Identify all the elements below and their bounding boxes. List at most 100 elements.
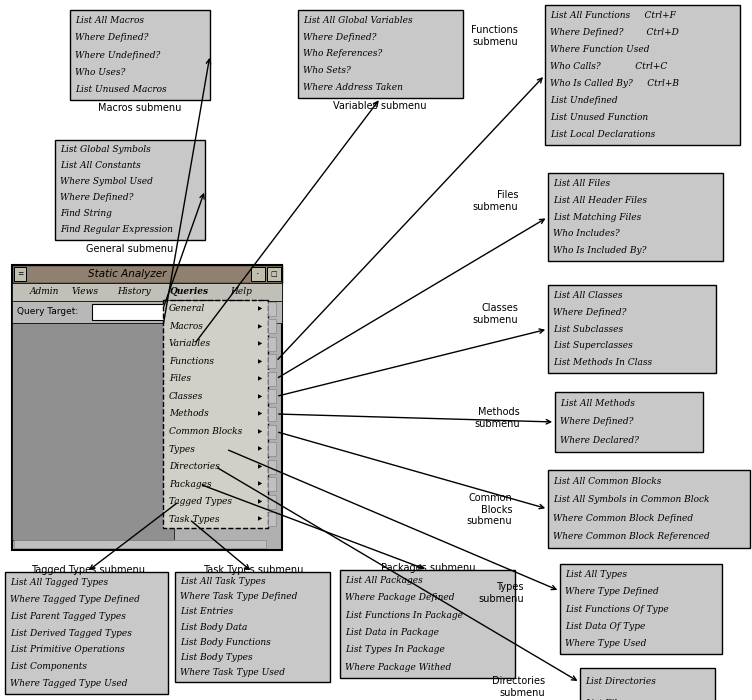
Bar bbox=[268, 389, 276, 403]
Text: Where Tagged Type Defined: Where Tagged Type Defined bbox=[10, 595, 140, 604]
Text: List Parent Tagged Types: List Parent Tagged Types bbox=[10, 612, 126, 621]
Bar bbox=[12, 265, 282, 283]
Bar bbox=[92, 304, 222, 320]
Bar bbox=[268, 354, 276, 368]
Bar bbox=[340, 570, 515, 678]
Text: Variables submenu: Variables submenu bbox=[333, 101, 426, 111]
Text: List All Task Types: List All Task Types bbox=[180, 577, 265, 586]
Bar bbox=[548, 470, 750, 548]
Text: List Entries: List Entries bbox=[180, 608, 233, 617]
Text: ▶: ▶ bbox=[258, 377, 262, 382]
Text: Where Defined?: Where Defined? bbox=[75, 34, 148, 42]
Bar bbox=[12, 265, 282, 550]
Text: List Superclasses: List Superclasses bbox=[553, 342, 632, 350]
Text: List All Macros: List All Macros bbox=[75, 16, 144, 25]
Text: Where Declared?: Where Declared? bbox=[560, 436, 639, 445]
Text: Where Task Type Used: Where Task Type Used bbox=[180, 668, 285, 677]
Text: List Unused Macros: List Unused Macros bbox=[75, 85, 167, 94]
Text: List Functions In Package: List Functions In Package bbox=[345, 611, 463, 620]
Text: List Body Data: List Body Data bbox=[180, 622, 247, 631]
Bar bbox=[12, 283, 282, 301]
Bar bbox=[55, 140, 205, 240]
Text: History: History bbox=[117, 288, 150, 297]
Text: ▶: ▶ bbox=[258, 359, 262, 364]
Text: General: General bbox=[169, 304, 205, 314]
Text: Macros: Macros bbox=[169, 322, 203, 331]
Text: Who Is Included By?: Who Is Included By? bbox=[553, 246, 647, 255]
Text: List Local Declarations: List Local Declarations bbox=[550, 130, 655, 139]
Text: List Subclasses: List Subclasses bbox=[553, 325, 623, 333]
Bar bbox=[12, 323, 174, 540]
Bar bbox=[175, 572, 330, 682]
Bar bbox=[268, 372, 276, 386]
Text: ▶: ▶ bbox=[258, 342, 262, 346]
Text: List Functions Of Type: List Functions Of Type bbox=[565, 605, 669, 613]
Bar bbox=[163, 300, 268, 528]
Bar bbox=[267, 267, 281, 281]
Text: ▶: ▶ bbox=[258, 447, 262, 452]
Text: Where Task Type Defined: Where Task Type Defined bbox=[180, 592, 297, 601]
Text: List Global Symbols: List Global Symbols bbox=[60, 146, 150, 155]
Text: ▶: ▶ bbox=[258, 307, 262, 312]
Text: List Data Of Type: List Data Of Type bbox=[565, 622, 645, 631]
Text: Methods: Methods bbox=[169, 410, 209, 419]
Text: Find Regular Expression: Find Regular Expression bbox=[60, 225, 173, 234]
Text: Task Types submenu: Task Types submenu bbox=[203, 565, 303, 575]
Bar bbox=[268, 337, 276, 351]
Text: Who Includes?: Who Includes? bbox=[553, 230, 620, 238]
Text: List Body Functions: List Body Functions bbox=[180, 638, 271, 647]
Text: □: □ bbox=[271, 271, 277, 277]
Text: ▶: ▶ bbox=[258, 429, 262, 434]
Text: Who Calls?            Ctrl+C: Who Calls? Ctrl+C bbox=[550, 62, 667, 71]
Bar bbox=[12, 301, 282, 323]
Text: Functions: Functions bbox=[169, 357, 214, 366]
Text: List All Common Blocks: List All Common Blocks bbox=[553, 477, 661, 486]
Text: Where Common Block Defined: Where Common Block Defined bbox=[553, 514, 693, 523]
Text: ▶: ▶ bbox=[258, 412, 262, 416]
Text: Queries: Queries bbox=[170, 288, 209, 297]
Text: Functions
submenu: Functions submenu bbox=[471, 25, 518, 47]
Text: ▶: ▶ bbox=[258, 499, 262, 504]
Text: Where Undefined?: Where Undefined? bbox=[75, 50, 160, 60]
Bar bbox=[268, 495, 276, 509]
Text: Classes
submenu: Classes submenu bbox=[472, 303, 518, 325]
Text: Packages: Packages bbox=[169, 480, 211, 489]
Text: Where Function Used: Where Function Used bbox=[550, 45, 650, 54]
Text: Common Blocks: Common Blocks bbox=[169, 427, 242, 436]
Text: Common
Blocks
submenu: Common Blocks submenu bbox=[466, 493, 512, 526]
Text: Variables: Variables bbox=[169, 340, 211, 349]
Text: Static Analyzer: Static Analyzer bbox=[88, 269, 166, 279]
Text: List All Functions     Ctrl+F: List All Functions Ctrl+F bbox=[550, 11, 676, 20]
Text: Types
submenu: Types submenu bbox=[478, 582, 524, 603]
Text: Where Common Block Referenced: Where Common Block Referenced bbox=[553, 532, 710, 541]
Text: Who References?: Who References? bbox=[303, 50, 382, 59]
Text: Directories
submenu: Directories submenu bbox=[492, 676, 545, 698]
Text: Files: Files bbox=[169, 374, 191, 384]
Bar bbox=[268, 302, 276, 316]
Bar bbox=[14, 540, 266, 548]
Text: ▶: ▶ bbox=[258, 517, 262, 522]
Text: Packages submenu: Packages submenu bbox=[381, 563, 475, 573]
Text: Task Types: Task Types bbox=[169, 514, 220, 524]
Text: List All Global Variables: List All Global Variables bbox=[303, 16, 413, 25]
Text: Files
submenu: Files submenu bbox=[472, 190, 518, 211]
Text: List Unused Function: List Unused Function bbox=[550, 113, 648, 122]
Text: Views: Views bbox=[72, 288, 99, 297]
Text: List All Classes: List All Classes bbox=[553, 291, 623, 300]
Text: List Derived Tagged Types: List Derived Tagged Types bbox=[10, 629, 132, 638]
Text: Where Defined?: Where Defined? bbox=[560, 417, 633, 426]
Text: List All Types: List All Types bbox=[565, 570, 627, 579]
Bar bbox=[268, 460, 276, 474]
Text: List Primitive Operations: List Primitive Operations bbox=[10, 645, 125, 654]
Text: List All Constants: List All Constants bbox=[60, 162, 141, 171]
Text: ·: · bbox=[256, 269, 259, 279]
Bar bbox=[268, 424, 276, 439]
Text: Who Is Called By?     Ctrl+B: Who Is Called By? Ctrl+B bbox=[550, 79, 679, 88]
Text: ▶: ▶ bbox=[258, 394, 262, 399]
Text: Directories: Directories bbox=[169, 462, 220, 471]
Text: =: = bbox=[17, 270, 23, 279]
Text: List All Tagged Types: List All Tagged Types bbox=[10, 578, 108, 587]
Text: General submenu: General submenu bbox=[86, 244, 174, 254]
Text: List Data in Package: List Data in Package bbox=[345, 628, 439, 637]
Text: ▶: ▶ bbox=[258, 464, 262, 469]
